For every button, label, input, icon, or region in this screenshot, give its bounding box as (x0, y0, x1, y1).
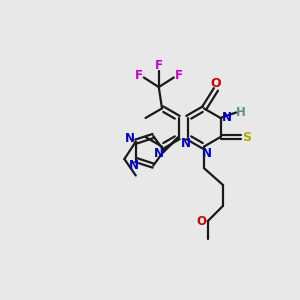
Text: F: F (135, 69, 143, 82)
Text: N: N (202, 147, 212, 160)
Text: N: N (153, 147, 164, 160)
Text: F: F (155, 59, 163, 72)
Text: N: N (222, 112, 232, 124)
Text: S: S (242, 130, 251, 143)
Text: F: F (175, 69, 183, 82)
Text: N: N (181, 137, 191, 150)
Text: H: H (236, 106, 246, 119)
Text: O: O (211, 77, 221, 91)
Text: N: N (128, 160, 138, 172)
Text: O: O (196, 215, 206, 228)
Text: N: N (125, 132, 135, 145)
